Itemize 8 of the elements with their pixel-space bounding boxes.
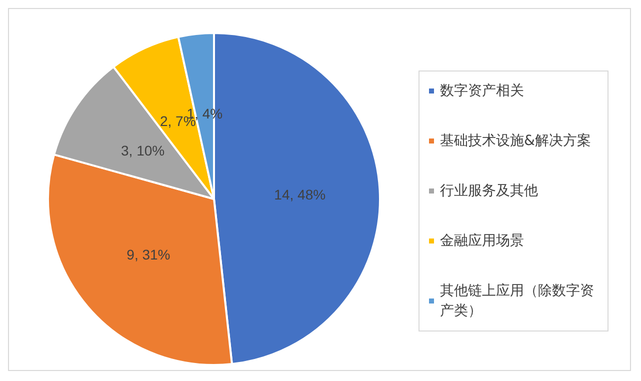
- legend-label: 行业服务及其他: [440, 183, 538, 199]
- legend-label: 数字资产相关: [440, 83, 524, 99]
- legend-label: 基础技术设施&解决方案: [440, 132, 591, 149]
- data-label: 14, 48%: [274, 186, 326, 202]
- data-label: 9, 31%: [126, 246, 170, 263]
- legend-label: 金融应用场景: [440, 233, 524, 249]
- legend-label: 其他链上应用（除数字资产类）: [440, 283, 594, 319]
- data-label: 3, 10%: [121, 142, 165, 159]
